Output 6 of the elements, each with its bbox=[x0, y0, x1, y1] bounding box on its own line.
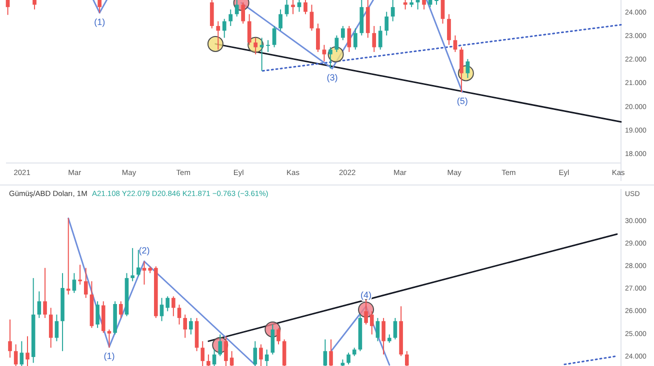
series-label: (5) bbox=[456, 96, 468, 106]
series-label: (3) bbox=[326, 72, 338, 83]
series-label: (2) bbox=[138, 245, 150, 256]
series-label: (1) bbox=[104, 350, 115, 361]
series-label: (4) bbox=[360, 290, 372, 300]
series-label: (1) bbox=[94, 16, 106, 27]
